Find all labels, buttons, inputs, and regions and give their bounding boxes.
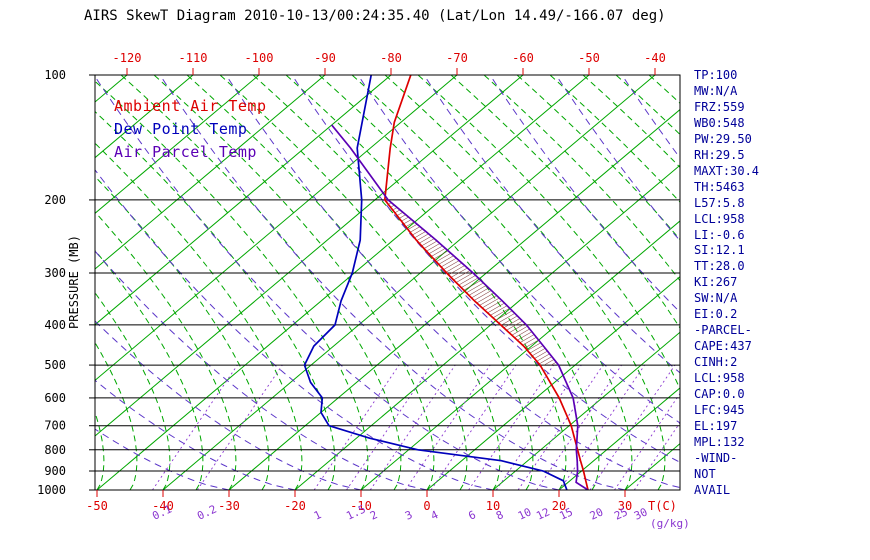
pressure-tick-label: 600 <box>44 391 66 405</box>
chart-legend: Ambient Air Temp Dew Point Temp Air Parc… <box>114 95 267 164</box>
mixing-ratio-tick-label: 20 <box>588 505 606 522</box>
top-temp-tick-label: -50 <box>578 51 600 65</box>
bottom-temp-tick-label: 0 <box>423 499 430 513</box>
bottom-temp-tick-label: 20 <box>552 499 566 513</box>
stat-line: EL:197 <box>694 418 738 433</box>
stat-line: CINH:2 <box>694 355 738 370</box>
mixing-ratio-tick-label: 2 <box>368 508 379 523</box>
top-temp-tick-label: -80 <box>380 51 402 65</box>
pressure-axis: 100 200 300 400 500 600 700 800 900 1000 <box>37 68 95 497</box>
bottom-temp-tick-label: -20 <box>284 499 306 513</box>
mixing-ratio-lines <box>152 364 680 490</box>
bottom-temp-tick-label: -40 <box>152 499 174 513</box>
bottom-temp-tick-label: 30 <box>618 499 632 513</box>
mixing-ratio-tick-label: 8 <box>494 508 505 523</box>
mixing-ratio-tick-label: 25 <box>612 505 630 522</box>
top-temp-tick-label: -40 <box>644 51 666 65</box>
pressure-tick-label: 1000 <box>37 483 66 497</box>
top-temp-axis: -120 -110 -100 -90 -80 -70 -60 -50 -40 <box>113 51 666 75</box>
stat-line: SI:12.1 <box>694 243 745 258</box>
pressure-axis-title: PRESSURE (MB) <box>67 235 81 329</box>
bottom-temp-tick-label: -30 <box>218 499 240 513</box>
mixing-ratio-tick-label: 15 <box>557 505 575 522</box>
stat-line: EI:0.2 <box>694 307 738 322</box>
mixing-ratio-tick-label: 12 <box>534 505 552 522</box>
pressure-tick-label: 100 <box>44 68 66 82</box>
stat-line: L57:5.8 <box>694 195 745 210</box>
pressure-tick-label: 400 <box>44 318 66 332</box>
legend-dew-point-temp: Dew Point Temp <box>114 120 248 138</box>
stat-line: LCL:958 <box>694 371 745 386</box>
pressure-tick-label: 200 <box>44 193 66 207</box>
stat-line: CAPE:437 <box>694 339 752 354</box>
pressure-tick-label: 900 <box>44 464 66 478</box>
isotherm-lines <box>95 75 680 490</box>
stat-line: KI:267 <box>694 275 738 290</box>
pressure-tick-label: 700 <box>44 419 66 433</box>
top-temp-tick-label: -100 <box>245 51 274 65</box>
stat-line: -PARCEL- <box>694 323 752 338</box>
stat-line: TT:28.0 <box>694 259 745 274</box>
mixing-ratio-tick-label: 10 <box>516 505 534 522</box>
mixing-ratio-unit-label: (g/kg) <box>650 517 690 530</box>
top-temp-tick-label: -120 <box>113 51 142 65</box>
dew-point-temp-curve <box>303 75 568 490</box>
stat-line: SW:N/A <box>694 291 738 306</box>
stats-panel: TP:100 MW:N/A FRZ:559 WB0:548 PW:29.50 RH:29.… <box>694 68 759 499</box>
dry-adiabat-lines <box>95 75 680 490</box>
top-temp-tick-label: -70 <box>446 51 468 65</box>
stat-line: CAP:0.0 <box>694 387 745 402</box>
mixing-ratio-tick-label: 0.2 <box>195 503 219 523</box>
top-temp-tick-label: -60 <box>512 51 534 65</box>
cape-hatch-area <box>384 199 559 366</box>
stat-line: MAXT:30.4 <box>694 163 760 178</box>
bottom-temp-tick-label: -50 <box>86 499 108 513</box>
legend-air-parcel-temp: Air Parcel Temp <box>114 143 257 161</box>
stat-line: PW:29.50 <box>694 131 752 146</box>
stat-line: LI:-0.6 <box>694 227 745 242</box>
page-title: AIRS SkewT Diagram 2010-10-13/00:24:35.4… <box>84 8 666 24</box>
stat-line: WB0:548 <box>694 115 745 130</box>
mixing-ratio-tick-label: 30 <box>632 505 650 522</box>
mixing-ratio-tick-label: 3 <box>403 508 414 523</box>
pressure-tick-label: 800 <box>44 443 66 457</box>
ambient-air-temp-curve <box>383 75 589 490</box>
stat-line: TP:100 <box>694 68 738 82</box>
pressure-tick-label: 500 <box>44 358 66 372</box>
stat-line: NOT <box>694 466 716 481</box>
moist-adiabat-lines <box>95 75 680 490</box>
top-temp-tick-label: -110 <box>179 51 208 65</box>
stat-line: MW:N/A <box>694 83 738 98</box>
mixing-ratio-tick-label: 6 <box>466 508 477 523</box>
stat-line: FRZ:559 <box>694 99 745 114</box>
top-temp-tick-label: -90 <box>314 51 336 65</box>
bottom-temp-tick-label: -10 <box>350 499 372 513</box>
bottom-temp-tick-label: 10 <box>486 499 500 513</box>
temp-axis-unit-label: T(C) <box>648 499 677 513</box>
plot-border <box>94 74 681 491</box>
mixing-ratio-tick-label: 4 <box>429 508 441 523</box>
stat-line: MPL:132 <box>694 434 745 449</box>
stat-line: -WIND- <box>694 450 738 465</box>
stat-line: AVAIL <box>694 482 731 497</box>
stat-line: LCL:958 <box>694 211 745 226</box>
pressure-tick-label: 300 <box>44 266 66 280</box>
mixing-ratio-tick-label: 1 <box>312 508 323 523</box>
air-parcel-temp-curve <box>331 124 589 490</box>
legend-ambient-air-temp: Ambient Air Temp <box>114 97 267 115</box>
sounding-curves <box>303 75 589 490</box>
stat-line: TH:5463 <box>694 179 745 194</box>
plot-area <box>95 75 680 490</box>
stat-line: RH:29.5 <box>694 147 745 162</box>
bottom-temp-axis: -50 -40 -30 -20 -10 0 10 20 30 T(C) <box>86 490 677 513</box>
stat-line: LFC:945 <box>694 403 745 418</box>
